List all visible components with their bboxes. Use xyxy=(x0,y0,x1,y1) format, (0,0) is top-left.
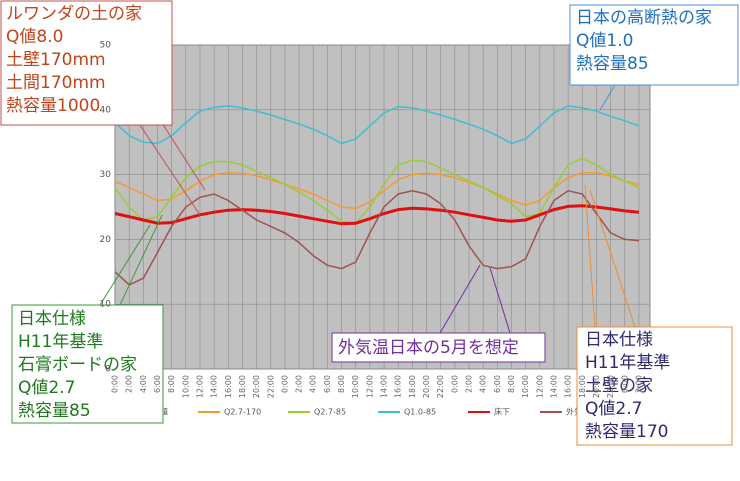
series-line xyxy=(114,189,639,286)
x-tick-label: 22:00 xyxy=(606,375,615,398)
x-tick-label: 18:00 xyxy=(578,375,587,398)
x-tick-label: 0:00 xyxy=(620,375,629,393)
legend-label: Q1.0-85 xyxy=(404,408,436,417)
callout-text: 土壁の家 xyxy=(585,376,653,396)
y-tick-label: 30 xyxy=(100,170,112,180)
callouts: ルワンダの土の家 Q値8.0 土壁170mm 土間170mm 熱容量1000 日本の高断熱… xyxy=(0,0,739,446)
x-tick-label: 10:00 xyxy=(181,375,190,398)
y-tick-label: 20 xyxy=(100,235,112,245)
callout-text: 熱容量85 xyxy=(18,401,91,421)
callout-text: 日本の高断熱の家 xyxy=(576,8,712,28)
x-tick-label: 14:00 xyxy=(210,375,219,398)
callout-box xyxy=(11,304,164,424)
leader xyxy=(599,84,616,111)
leader xyxy=(584,184,596,328)
leader-lines xyxy=(99,84,636,334)
callout-text: 日本仕様 xyxy=(585,330,653,350)
y-tick-label: 40 xyxy=(100,105,112,115)
x-tick-label: 4:00 xyxy=(309,375,318,393)
legend-label: 床下 xyxy=(494,407,510,417)
callout-text: 土間170mm xyxy=(6,73,106,93)
callout-text: H11年基準 xyxy=(18,332,103,352)
x-tick-label: 12:00 xyxy=(535,375,544,398)
callout-text: 土壁170mm xyxy=(6,50,106,70)
callout-box xyxy=(331,332,546,363)
x-tick-label: 10:00 xyxy=(521,375,530,398)
leader xyxy=(119,214,163,306)
series-line xyxy=(114,157,640,224)
x-tick-label: 16:00 xyxy=(564,375,573,398)
series-line xyxy=(114,204,640,226)
series-line xyxy=(114,105,640,145)
leader xyxy=(489,267,511,334)
x-tick-label: 12:00 xyxy=(365,375,374,398)
x-tick-label: 16:00 xyxy=(394,375,403,398)
callout-text: 日本仕様 xyxy=(18,309,86,329)
x-tick-label: 6:00 xyxy=(493,375,502,393)
callout-text: ルワンダの土の家 xyxy=(6,4,142,24)
x-tick-label: 14:00 xyxy=(549,375,558,398)
x-tick-label: 0:00 xyxy=(280,375,289,393)
leader xyxy=(99,224,151,306)
x-tick-label: 8:00 xyxy=(167,375,176,393)
callout-text: Q値2.7 xyxy=(18,378,75,398)
x-tick-label: 6:00 xyxy=(323,375,332,393)
callout-text: 熱容量1000 xyxy=(6,96,100,116)
x-tick-label: 22:00 xyxy=(266,375,275,398)
callout-box xyxy=(569,4,739,86)
x-tick-label: 18:00 xyxy=(238,375,247,398)
leader xyxy=(129,109,201,216)
callout-text: Q値8.0 xyxy=(6,27,63,47)
callout-text: 石膏ボードの家 xyxy=(18,354,137,375)
x-tick-label: 2:00 xyxy=(634,375,643,393)
y-tick-label: 0 xyxy=(105,365,111,375)
callout-text: Q値1.0 xyxy=(576,31,633,51)
x-tick-label: 8:00 xyxy=(507,375,516,393)
x-tick-label: 20:00 xyxy=(592,375,601,398)
x-tick-label: 10:00 xyxy=(351,375,360,398)
x-tick-label: 4:00 xyxy=(479,375,488,393)
x-tick-label: 14:00 xyxy=(380,375,389,398)
callout-text: H11年基準 xyxy=(585,353,670,373)
callout-text: 熱容量85 xyxy=(576,54,649,74)
x-tick-label: 2:00 xyxy=(465,375,474,393)
leader xyxy=(589,189,636,328)
x-tick-label: 4:00 xyxy=(139,375,148,393)
x-tick-label: 6:00 xyxy=(153,375,162,393)
x-tick-label: 22:00 xyxy=(436,375,445,398)
callout-box xyxy=(0,0,173,126)
callout-text: 外気温日本の5月を想定 xyxy=(338,338,519,358)
y-tick-label: 10 xyxy=(100,300,112,310)
leader xyxy=(159,119,206,191)
x-tick-label: 0:00 xyxy=(111,375,120,393)
x-tick-label: 18:00 xyxy=(408,375,417,398)
callout-text: 熱容量170 xyxy=(585,422,668,442)
x-tick-label: 2:00 xyxy=(295,375,304,393)
legend-label: Q2.7-170 xyxy=(224,408,261,417)
x-tick-label: 0:00 xyxy=(450,375,459,393)
x-tick-label: 20:00 xyxy=(252,375,261,398)
x-tick-label: 2:00 xyxy=(125,375,134,393)
callout-box xyxy=(576,326,733,446)
x-tick-label: 12:00 xyxy=(195,375,204,398)
leader xyxy=(439,264,481,334)
legend-label: Q2.7-85 xyxy=(314,408,346,417)
x-tick-label: 8:00 xyxy=(337,375,346,393)
x-tick-label: 20:00 xyxy=(422,375,431,398)
y-tick-label: 50 xyxy=(100,41,112,51)
callout-text: Q値2.7 xyxy=(585,399,642,419)
x-tick-label: 16:00 xyxy=(224,375,233,398)
